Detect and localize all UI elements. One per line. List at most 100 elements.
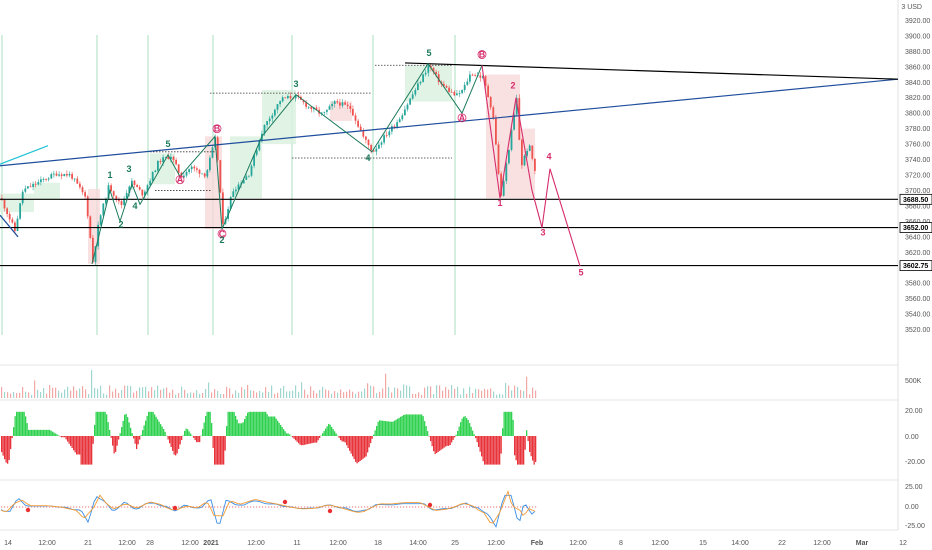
oscillator-bar	[329, 424, 331, 436]
oscillator-bar	[224, 436, 226, 451]
oscillator-bar	[91, 436, 93, 465]
oscillator-bar	[485, 436, 487, 465]
macd-histogram-bar	[256, 506, 258, 508]
volume-bar	[430, 386, 432, 398]
macd-histogram-bar	[520, 506, 522, 508]
oscillator-bar	[325, 428, 327, 436]
candle-body	[94, 246, 97, 263]
volume-bar	[118, 392, 120, 398]
oscillator-bar	[305, 436, 307, 445]
oscillator-bar	[58, 435, 60, 436]
oscillator-bar	[106, 414, 108, 436]
volume-bar	[445, 386, 447, 398]
volume-bar	[475, 388, 477, 398]
oscillator-bar	[469, 423, 471, 436]
volume-bar	[73, 386, 75, 398]
volume-bar	[274, 393, 276, 398]
volume-bar	[463, 388, 465, 398]
candle-body	[146, 185, 149, 192]
oscillator-bar	[113, 436, 115, 454]
candle-body	[323, 111, 326, 113]
volume-bar	[526, 376, 528, 398]
oscillator-bar	[386, 421, 388, 436]
volume-bar	[181, 386, 183, 398]
macd-histogram-bar	[295, 506, 297, 508]
candle-body	[406, 104, 409, 110]
oscillator-bar	[526, 430, 528, 436]
volume-bar	[277, 392, 279, 398]
volume-bar	[250, 390, 252, 398]
candle-body	[461, 90, 463, 94]
oscillator-bar	[280, 424, 282, 436]
candle-body	[27, 186, 29, 189]
oscillator-bar	[173, 436, 175, 455]
oscillator-bar	[299, 436, 301, 445]
candle-body	[411, 94, 414, 99]
time-tick-label: 12:00	[569, 540, 587, 547]
macd-histogram-bar	[298, 506, 300, 508]
oscillator-bar	[241, 423, 243, 436]
macd-histogram-bar	[439, 506, 441, 508]
oscillator-bar	[163, 428, 165, 436]
oscillator-bar	[407, 414, 409, 436]
oscillator-bar	[289, 434, 291, 436]
candle-body	[294, 95, 297, 99]
candle-body	[336, 101, 339, 103]
volume-bar	[286, 391, 288, 398]
oscillator-bar	[442, 436, 444, 449]
candle-body	[534, 158, 536, 171]
time-tick-label: 12:00	[247, 540, 265, 547]
volume-bar	[523, 391, 525, 398]
rising-trendline	[0, 78, 899, 167]
oscillator-bar	[169, 436, 171, 444]
oscillator-bar	[37, 429, 39, 436]
candle-body	[222, 192, 224, 224]
volume-bar	[10, 393, 12, 398]
oscillator-bar	[122, 420, 124, 436]
oscillator-tick-label: 20.00	[905, 408, 923, 415]
candle-body	[92, 237, 94, 263]
oscillator-bar	[160, 424, 162, 436]
candle-body	[219, 160, 222, 193]
macd-histogram-bar	[265, 506, 267, 508]
oscillator-bar	[355, 436, 357, 462]
wave-label-6: B	[214, 124, 221, 134]
macd-histogram-bar	[214, 506, 216, 508]
candle-body	[378, 144, 380, 149]
volume-bar	[229, 388, 231, 398]
oscillator-bar	[104, 411, 106, 436]
macd-histogram-bar	[13, 506, 15, 508]
session-shade-5	[230, 136, 262, 199]
oscillator-bar	[380, 420, 382, 436]
volume-bar	[481, 390, 483, 398]
oscillator-bar	[208, 411, 210, 436]
wave-label-0: 1	[107, 170, 112, 180]
candle-body	[331, 103, 333, 107]
oscillator-bar	[349, 436, 351, 451]
volume-bar	[172, 389, 174, 398]
candle-body	[495, 118, 497, 145]
oscillator-bar	[307, 436, 309, 445]
oscillator-bar	[2, 436, 4, 456]
macd-tick-label: -25.00	[905, 523, 925, 530]
candle-body	[359, 126, 362, 132]
price-tag-box-0	[899, 193, 932, 205]
volume-bar	[130, 386, 132, 398]
oscillator-bar	[491, 436, 493, 465]
macd-histogram-bar	[49, 506, 51, 508]
time-tick-label: 8	[619, 540, 623, 547]
oscillator-bar	[52, 431, 54, 436]
oscillator-bar	[316, 436, 318, 443]
volume-bar	[436, 385, 438, 398]
volume-bar	[61, 392, 63, 398]
oscillator-bar	[248, 411, 250, 436]
oscillator-bar	[449, 436, 451, 446]
oscillator-bar	[284, 431, 286, 436]
candle-body	[71, 174, 73, 179]
volume-axis-label: 500K	[905, 378, 922, 385]
volume-bar	[85, 389, 87, 398]
volume-bar	[13, 391, 15, 398]
candle-body	[284, 97, 287, 99]
candle-body	[206, 170, 209, 177]
